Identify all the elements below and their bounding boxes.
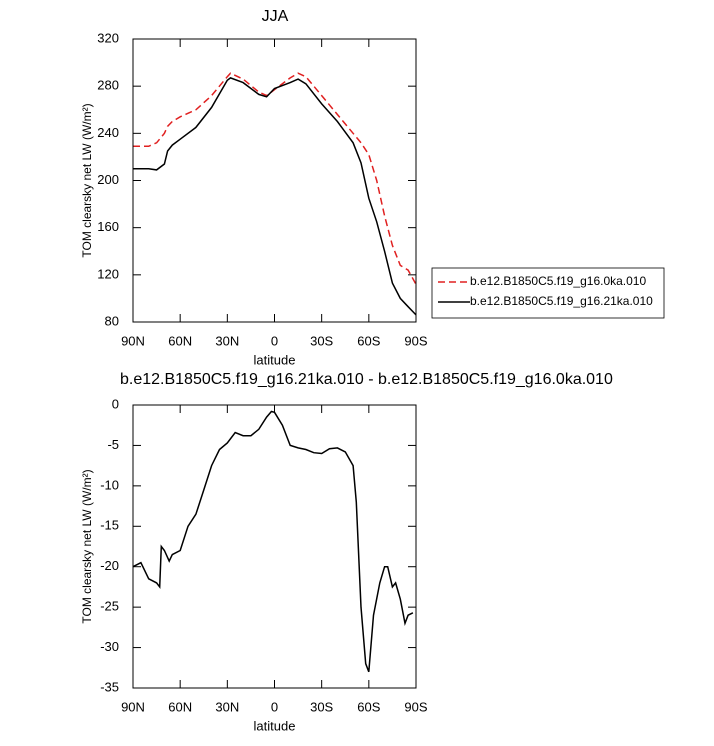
x-tick-label: 30N bbox=[215, 699, 239, 714]
plot-frame bbox=[132, 404, 417, 689]
legend-label: b.e12.B1850C5.f19_g16.21ka.010 bbox=[470, 294, 653, 308]
x-tick-label: 60N bbox=[168, 333, 192, 348]
x-tick-label: 60N bbox=[168, 699, 192, 714]
x-tick-label: 30S bbox=[310, 699, 333, 714]
y-tick-label: -15 bbox=[100, 518, 119, 533]
chart-title: b.e12.B1850C5.f19_g16.21ka.010 - b.e12.B… bbox=[120, 371, 613, 388]
x-tick-label: 60S bbox=[357, 699, 380, 714]
y-tick-label: 200 bbox=[97, 172, 119, 187]
data-line bbox=[133, 77, 417, 316]
y-tick-label: 240 bbox=[97, 125, 119, 140]
x-tick-label: 0 bbox=[271, 699, 278, 714]
data-line bbox=[133, 72, 417, 285]
y-tick-label: -20 bbox=[100, 558, 119, 573]
x-tick-label: 30S bbox=[310, 333, 333, 348]
y-tick-label: -30 bbox=[100, 639, 119, 654]
x-tick-label: 60S bbox=[357, 333, 380, 348]
y-axis-label: TOM clearsky net LW (W/m²) bbox=[80, 469, 94, 623]
y-tick-label: -10 bbox=[100, 477, 119, 492]
legend-label: b.e12.B1850C5.f19_g16.0ka.010 bbox=[470, 274, 646, 288]
legend-box bbox=[431, 267, 665, 319]
x-tick-label: 0 bbox=[271, 333, 278, 348]
x-axis-label: latitude bbox=[254, 352, 296, 367]
data-line bbox=[132, 410, 414, 673]
x-tick-label: 90N bbox=[121, 699, 145, 714]
y-tick-label: 320 bbox=[97, 30, 119, 45]
y-tick-label: 120 bbox=[97, 266, 119, 281]
y-tick-label: -5 bbox=[107, 437, 119, 452]
y-tick-label: 80 bbox=[105, 313, 119, 328]
y-tick-label: -25 bbox=[100, 599, 119, 614]
x-tick-label: 90N bbox=[121, 333, 145, 348]
y-tick-label: 160 bbox=[97, 219, 119, 234]
chart-title: JJA bbox=[262, 8, 289, 25]
x-axis-label: latitude bbox=[254, 718, 296, 733]
y-axis-label: TOM clearsky net LW (W/m²) bbox=[80, 103, 94, 257]
y-tick-label: -35 bbox=[100, 679, 119, 694]
y-tick-label: 0 bbox=[112, 396, 119, 411]
x-tick-label: 30N bbox=[215, 333, 239, 348]
x-tick-label: 90S bbox=[404, 699, 427, 714]
y-tick-label: 280 bbox=[97, 78, 119, 93]
plot-frame bbox=[132, 38, 417, 323]
x-tick-label: 90S bbox=[404, 333, 427, 348]
